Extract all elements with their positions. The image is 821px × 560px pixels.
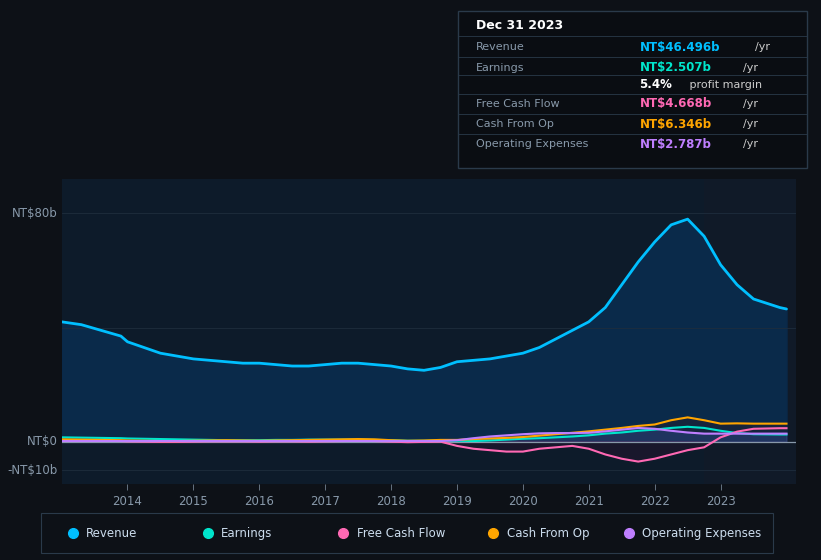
FancyBboxPatch shape	[458, 11, 807, 168]
Text: Revenue: Revenue	[86, 527, 137, 540]
Text: Cash From Op: Cash From Op	[507, 527, 589, 540]
Text: NT$4.668b: NT$4.668b	[640, 97, 712, 110]
Text: Operating Expenses: Operating Expenses	[642, 527, 761, 540]
Text: Earnings: Earnings	[222, 527, 273, 540]
Text: NT$2.787b: NT$2.787b	[640, 138, 712, 151]
Text: /yr: /yr	[743, 139, 758, 150]
Text: /yr: /yr	[754, 42, 770, 52]
Text: /yr: /yr	[743, 99, 758, 109]
Text: NT$2.507b: NT$2.507b	[640, 61, 712, 74]
Text: NT$0: NT$0	[27, 435, 58, 448]
Text: /yr: /yr	[743, 63, 758, 73]
Text: profit margin: profit margin	[686, 80, 762, 90]
Text: NT$46.496b: NT$46.496b	[640, 41, 720, 54]
Text: NT$6.346b: NT$6.346b	[640, 118, 712, 130]
Text: Free Cash Flow: Free Cash Flow	[475, 99, 559, 109]
Text: Free Cash Flow: Free Cash Flow	[356, 527, 445, 540]
Text: Operating Expenses: Operating Expenses	[475, 139, 588, 150]
Text: Cash From Op: Cash From Op	[475, 119, 553, 129]
Text: NT$80b: NT$80b	[12, 207, 58, 220]
Bar	[704, 179, 796, 484]
Text: 5.4%: 5.4%	[640, 78, 672, 91]
Text: Revenue: Revenue	[475, 42, 525, 52]
Text: -NT$10b: -NT$10b	[7, 464, 58, 477]
Text: /yr: /yr	[743, 119, 758, 129]
Text: Dec 31 2023: Dec 31 2023	[475, 19, 562, 32]
Text: Earnings: Earnings	[475, 63, 524, 73]
